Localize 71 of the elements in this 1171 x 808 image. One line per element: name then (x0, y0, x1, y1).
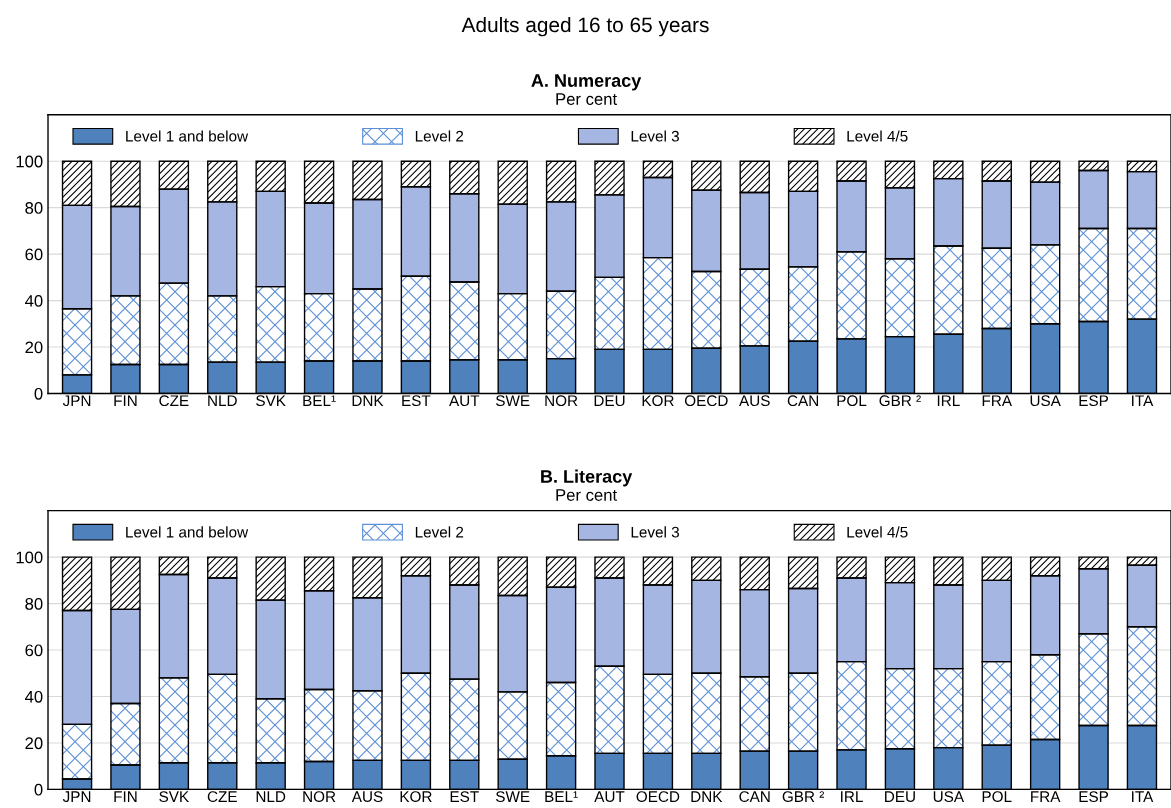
x-tick-label: BEL¹ (303, 395, 336, 406)
x-tick-label: AUT (449, 395, 480, 407)
y-tick-label: 20 (25, 737, 43, 750)
x-tick-label: GBR ² (879, 395, 921, 407)
y-tick-label: 20 (25, 341, 43, 354)
x-tick-label: KOR (400, 791, 432, 803)
x-tick-label: ITA (1132, 791, 1154, 802)
y-tick-label: 60 (25, 644, 43, 657)
x-tick-label: SVK (256, 395, 286, 407)
x-tick-label: AUS (351, 791, 383, 803)
y-tick-label: 60 (25, 248, 43, 261)
x-tick-label: EST (450, 791, 479, 803)
x-tick-label: POL (837, 395, 867, 407)
chart-subtitle: Per cent (556, 93, 617, 105)
x-tick-label: CZE (159, 395, 189, 407)
x-tick-label: SWE (495, 395, 530, 407)
x-tick-label: CAN (787, 395, 819, 407)
legend-label: Level 3 (631, 526, 679, 538)
x-tick-label: OECD (636, 791, 680, 803)
legend-label: Level 1 and below (126, 526, 249, 538)
y-tick-label: 100 (16, 155, 43, 168)
x-tick-label: JPN (62, 395, 91, 407)
x-tick-label: DNK (691, 791, 723, 802)
x-tick-label: NOR (545, 395, 578, 407)
y-tick-label: 0 (34, 387, 43, 400)
x-tick-label: AUS (739, 395, 770, 407)
x-tick-label: ESP (1079, 791, 1109, 803)
y-tick-label: 80 (25, 202, 43, 214)
x-tick-label: NLD (208, 395, 237, 406)
x-tick-label: SWE (495, 791, 530, 803)
chart-title: B. Literacy (541, 469, 633, 487)
x-tick-label: FIN (114, 791, 137, 802)
x-tick-label: DEU (594, 395, 625, 407)
y-tick-label: 0 (34, 783, 43, 796)
x-tick-label: EST (402, 395, 431, 407)
x-tick-label: NLD (256, 791, 286, 802)
y-tick-label: 40 (25, 690, 43, 703)
x-tick-label: ESP (1079, 395, 1109, 407)
x-tick-label: FIN (114, 395, 137, 406)
x-tick-label: USA (933, 791, 965, 803)
x-tick-label: GBR ² (782, 791, 825, 803)
chart-subtitle: Per cent (556, 489, 617, 501)
x-tick-label: ITA (1132, 395, 1154, 406)
y-tick-label: 100 (16, 551, 43, 564)
y-tick-label: 40 (25, 294, 43, 307)
x-tick-label: NOR (303, 791, 336, 803)
x-tick-label: CAN (739, 791, 770, 803)
x-tick-label: AUT (594, 791, 625, 803)
x-tick-label: CZE (207, 791, 237, 803)
legend-label: Level 3 (631, 130, 679, 142)
x-tick-label: KOR (642, 395, 674, 407)
x-tick-label: POL (982, 791, 1012, 803)
x-tick-label: USA (1030, 395, 1061, 407)
x-tick-label: OECD (684, 395, 728, 407)
x-tick-label: JPN (62, 791, 91, 803)
x-tick-label: FRA (982, 395, 1012, 406)
x-tick-label: DEU (885, 791, 915, 803)
x-tick-label: IRL (841, 791, 863, 802)
x-tick-label: DNK (352, 395, 384, 406)
chart-title: A. Numeracy (531, 74, 642, 91)
legend-label: Level 1 and below (126, 130, 249, 142)
x-tick-label: IRL (937, 395, 960, 406)
legend-label: Level 4/5 (847, 526, 908, 538)
x-tick-label: BEL¹ (545, 791, 578, 802)
x-tick-label: SVK (159, 791, 189, 803)
text: Adults aged 16 to 65 years (461, 16, 709, 37)
y-tick-label: 80 (25, 597, 43, 610)
legend-label: Level 2 (415, 526, 464, 538)
legend-label: Level 4/5 (847, 130, 908, 142)
x-tick-label: FRA (1031, 791, 1061, 802)
legend-label: Level 2 (415, 130, 464, 142)
